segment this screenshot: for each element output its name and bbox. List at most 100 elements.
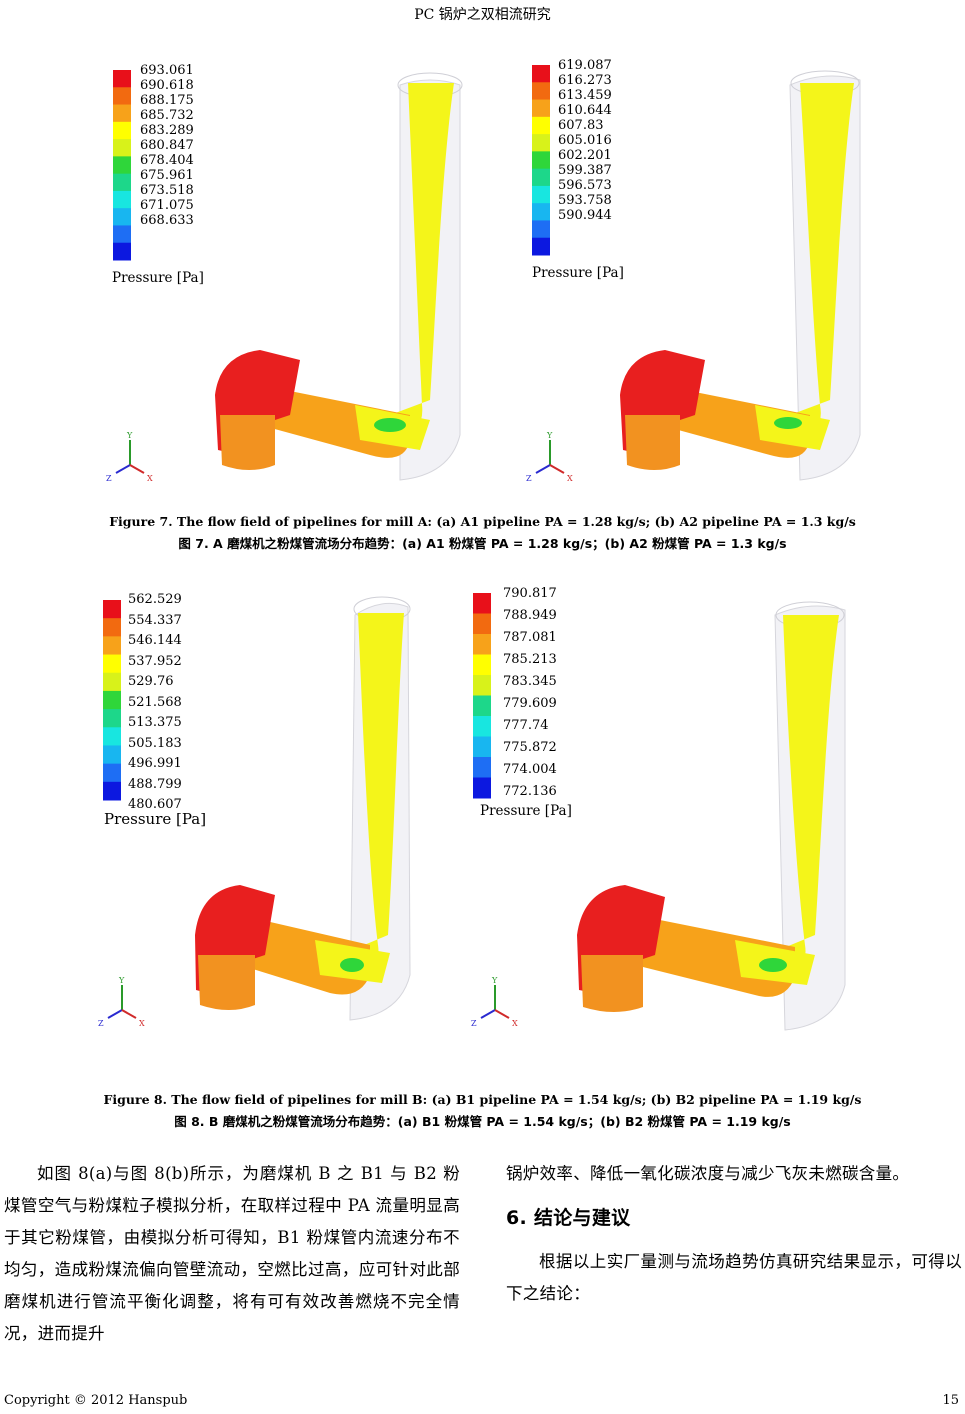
axis-x-label: X xyxy=(512,1019,518,1028)
streamlines-orange-elbow xyxy=(198,955,255,1010)
body-column-right: 锅炉效率、降低一氧化碳浓度与减少飞灰未燃碳含量。 6. 结论与建议 根据以上实厂… xyxy=(506,1158,962,1310)
streamlines-yellow xyxy=(750,83,854,445)
legend-swatch xyxy=(473,757,491,778)
legend-swatch xyxy=(473,695,491,717)
legend-value: 607.83 xyxy=(558,118,604,133)
axis-y-label: Y xyxy=(118,976,125,985)
legend-swatch xyxy=(113,208,131,226)
legend-values-8b: 790.817 788.949 787.081 785.213 783.345 … xyxy=(503,583,557,803)
legend-swatch xyxy=(532,151,550,170)
legend-value: 513.375 xyxy=(128,715,182,730)
legend-title: Pressure [Pa] xyxy=(532,265,624,281)
legend-value: 775.872 xyxy=(503,740,557,755)
legend-value: 613.459 xyxy=(558,88,612,103)
axis-y-label: Y xyxy=(546,431,553,440)
legend-swatch xyxy=(113,121,131,140)
axis-z-label: Z xyxy=(106,474,112,483)
legend-values-7a: 693.061 690.618 688.175 685.732 683.289 … xyxy=(140,63,194,228)
figure-8-caption-en: Figure 8. The flow field of pipelines fo… xyxy=(103,1092,862,1107)
axis-z-label: Z xyxy=(471,1019,477,1028)
legend-value: 537.952 xyxy=(128,653,182,669)
body-paragraph: 如图 8(a)与图 8(b)所示，为磨煤机 B 之 B1 与 B2 粉煤管空气与… xyxy=(4,1164,460,1343)
figure-7-caption-cn: 图 7. A 磨煤机之粉煤管流场分布趋势：(a) A1 粉煤管 PA = 1.2… xyxy=(178,536,787,551)
legend-value: 783.345 xyxy=(503,674,557,689)
legend-value: 685.732 xyxy=(140,108,194,123)
streamlines-orange-elbow xyxy=(581,955,643,1012)
legend-swatch xyxy=(473,716,491,737)
axis-x-label: X xyxy=(139,1019,145,1028)
legend-value: 596.573 xyxy=(558,178,612,193)
legend-swatch xyxy=(532,82,550,101)
legend-swatch xyxy=(113,70,131,88)
legend-value: 788.949 xyxy=(503,608,557,623)
legend-title: Pressure [Pa] xyxy=(112,270,204,286)
legend-swatch xyxy=(113,190,131,209)
streamlines-yellow xyxy=(305,613,404,983)
legend-value: 505.183 xyxy=(128,735,182,751)
legend-colorbar xyxy=(113,70,131,261)
legend-value: 593.758 xyxy=(558,193,612,208)
legend-value: 787.081 xyxy=(503,630,557,645)
legend-value: 777.74 xyxy=(503,718,549,733)
legend-value: 488.799 xyxy=(128,776,182,792)
page-number: 15 xyxy=(942,1393,959,1408)
legend-value: 610.644 xyxy=(558,103,612,118)
legend-swatch xyxy=(113,104,131,123)
figure-8-caption-cn: 图 8. B 磨煤机之粉煤管流场分布趋势：(a) B1 粉煤管 PA = 1.5… xyxy=(174,1114,791,1129)
legend-title: Pressure [Pa] xyxy=(480,803,572,819)
legend-swatch xyxy=(532,116,550,135)
legend-swatch xyxy=(103,618,121,637)
legend-value: 599.387 xyxy=(558,163,612,178)
legend-value: 774.004 xyxy=(503,762,557,777)
legend-swatch xyxy=(532,203,550,221)
axis-y-label: Y xyxy=(491,976,498,985)
legend-value: 602.201 xyxy=(558,148,612,163)
streamlines-orange-elbow xyxy=(625,415,680,470)
legend-swatch xyxy=(532,65,550,83)
legend-value: 605.016 xyxy=(558,133,612,148)
legend-value: 590.944 xyxy=(558,208,612,223)
section-heading: 6. 结论与建议 xyxy=(506,1207,631,1229)
legend-value: 671.075 xyxy=(140,198,194,213)
legend-swatch xyxy=(473,613,491,635)
legend-swatch xyxy=(113,87,131,106)
legend-swatch xyxy=(532,237,550,256)
legend-value: 785.213 xyxy=(503,652,557,667)
low-pressure-zone xyxy=(759,958,787,972)
axis-z-label: Z xyxy=(526,474,532,483)
legend-swatch xyxy=(532,220,550,239)
figure-8a-flow-field: Y Z X xyxy=(98,596,411,1028)
legend-value: 690.618 xyxy=(140,78,194,93)
legend-values-7b: 619.087 616.273 613.459 610.644 607.83 6… xyxy=(558,58,612,223)
legend-swatch xyxy=(113,139,131,157)
legend-swatch xyxy=(103,636,121,656)
legend-value: 680.847 xyxy=(140,138,194,153)
legend-swatch xyxy=(113,242,131,261)
legend-value: 521.568 xyxy=(128,694,182,710)
legend-value: 619.087 xyxy=(558,58,612,73)
figure-7b-flow-field: Y Z X xyxy=(526,65,861,483)
legend-swatch xyxy=(113,173,131,192)
streamlines-orange-elbow xyxy=(220,415,275,470)
legend-swatch xyxy=(473,736,491,758)
figure-7-caption-en: Figure 7. The flow field of pipelines fo… xyxy=(109,514,856,529)
body-column-left: 如图 8(a)与图 8(b)所示，为磨煤机 B 之 B1 与 B2 粉煤管空气与… xyxy=(4,1158,460,1350)
legend-value: 480.607 xyxy=(128,797,182,812)
legend-swatch xyxy=(103,709,121,728)
legend-value: 683.289 xyxy=(140,123,194,138)
legend-swatch xyxy=(473,634,491,655)
footer-copyright: Copyright © 2012 Hanspub xyxy=(4,1393,188,1408)
legend-swatch xyxy=(473,777,491,799)
axis-triad: Y Z X xyxy=(106,431,153,483)
legend-swatch xyxy=(103,672,121,692)
legend-value: 772.136 xyxy=(503,784,557,799)
legend-colorbar xyxy=(532,65,550,256)
figure-7a-flow-field: Y Z X xyxy=(106,70,463,483)
legend-swatch xyxy=(103,745,121,765)
axis-x-label: X xyxy=(147,474,153,483)
legend-swatch xyxy=(532,185,550,204)
legend-swatch xyxy=(103,781,121,801)
legend-swatch xyxy=(103,600,121,619)
axis-triad: Y Z X xyxy=(471,976,518,1028)
streamlines-yellow xyxy=(730,615,839,983)
